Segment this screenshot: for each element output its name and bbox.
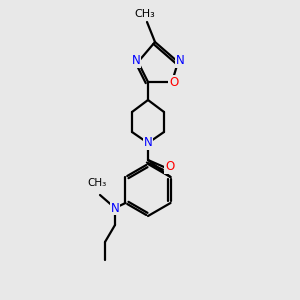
Text: N: N [144, 136, 152, 149]
Text: O: O [169, 76, 178, 88]
Text: CH₃: CH₃ [135, 9, 155, 19]
Text: O: O [165, 160, 175, 173]
Text: N: N [132, 55, 140, 68]
Text: CH₃: CH₃ [87, 178, 106, 188]
Text: N: N [176, 55, 184, 68]
Text: N: N [111, 202, 119, 214]
